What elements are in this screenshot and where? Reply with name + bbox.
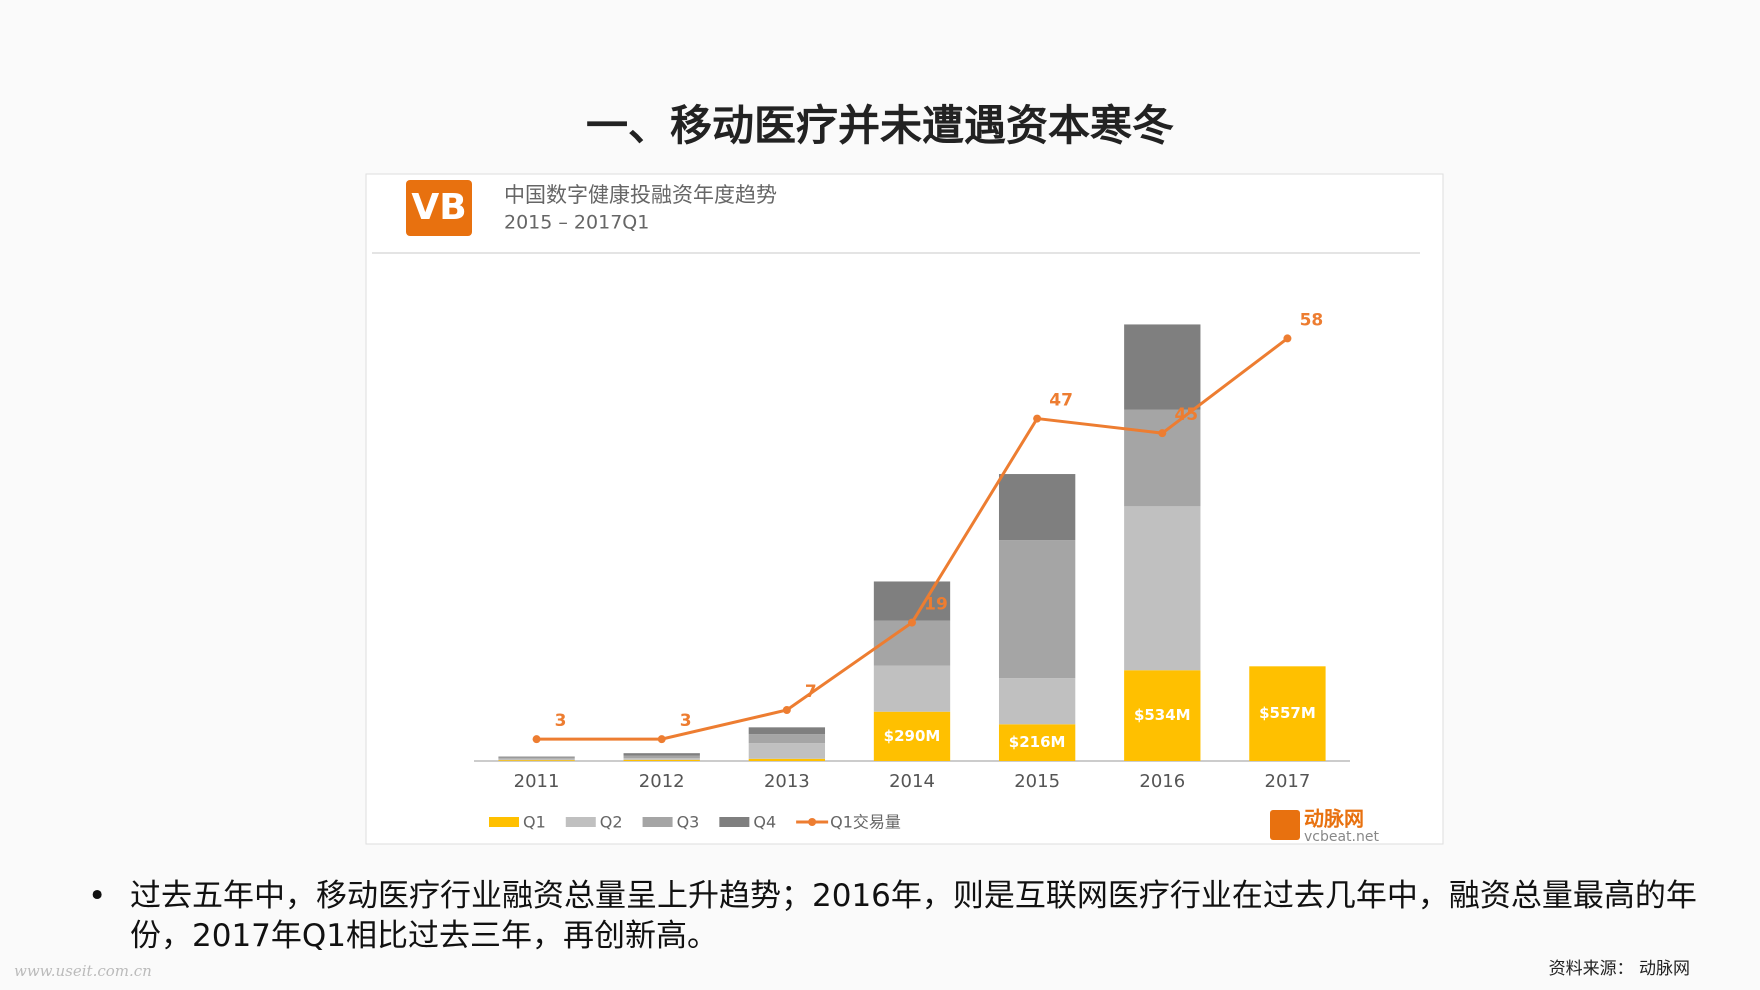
line-label: 19 bbox=[924, 595, 948, 615]
logo-box bbox=[406, 180, 472, 236]
bar-segment bbox=[498, 760, 575, 761]
bar-segment bbox=[623, 758, 700, 760]
source: 资料来源： 动脉网 bbox=[1548, 959, 1690, 979]
brand: 动脉网 bbox=[1304, 807, 1364, 831]
x-tick-label: 2017 bbox=[1265, 771, 1311, 792]
line-label: 45 bbox=[1174, 405, 1198, 425]
chart-subtitle: 2015 – 2017Q1 bbox=[504, 212, 649, 234]
bullet-text: 过去五年中，移动医疗行业融资总量呈上升趋势；2016年，则是互联网医疗行业在过去… bbox=[130, 878, 1697, 954]
chart: VB 中国数字健康投融资年度趋势 2015 – 2017Q1 动脉网 vcbea… bbox=[365, 173, 1444, 845]
bar-segment bbox=[1249, 666, 1326, 761]
x-tick-label: 2011 bbox=[514, 771, 560, 792]
chart-title: 中国数字健康投融资年度趋势 bbox=[504, 183, 777, 207]
brand-url: vcbeat.net bbox=[1304, 829, 1379, 845]
bar-label: $216M bbox=[1009, 733, 1066, 751]
legend-label: Q2 bbox=[600, 813, 623, 832]
legend-swatch bbox=[489, 817, 519, 827]
bar-segment bbox=[1124, 324, 1201, 410]
legend-label: Q3 bbox=[677, 813, 700, 832]
x-tick-label: 2015 bbox=[1014, 771, 1060, 792]
bar-segment bbox=[498, 758, 575, 761]
x-tick-label: 2014 bbox=[889, 771, 935, 792]
bar-segment bbox=[748, 758, 826, 761]
line-label: 58 bbox=[1300, 310, 1324, 330]
line-point bbox=[657, 735, 666, 744]
x-tick-label: 2013 bbox=[764, 771, 810, 792]
line-label: 3 bbox=[680, 711, 692, 731]
bar-segment bbox=[623, 755, 700, 759]
bar-segment bbox=[748, 743, 826, 759]
bar-segment bbox=[998, 724, 1076, 761]
bar-segment bbox=[623, 759, 700, 761]
bar-segment bbox=[748, 727, 826, 735]
legend-swatch bbox=[642, 817, 673, 827]
bar-label: $290M bbox=[884, 727, 941, 745]
bar-label: $557M bbox=[1259, 704, 1316, 722]
bar-segment bbox=[1124, 506, 1201, 671]
bar-segment bbox=[873, 581, 951, 621]
bar-label: $534M bbox=[1134, 706, 1191, 724]
line-label: 7 bbox=[805, 682, 817, 702]
logo: VB bbox=[411, 187, 466, 228]
bar-segment bbox=[998, 540, 1076, 679]
legend-label: Q1交易量 bbox=[830, 813, 901, 832]
bar-segment bbox=[498, 756, 575, 758]
bar-segment bbox=[873, 620, 951, 666]
legend-swatch bbox=[808, 818, 817, 826]
bar-segment bbox=[498, 757, 575, 759]
bullet: • 过去五年中，移动医疗行业融资总量呈上升趋势；2016年，则是互联网医疗行业在过… bbox=[88, 876, 1698, 956]
bar-segment bbox=[623, 753, 700, 756]
line-point bbox=[1158, 429, 1167, 438]
legend-swatch bbox=[719, 817, 750, 827]
line-point bbox=[1033, 414, 1042, 423]
slide-title: 一、移动医疗并未遭遇资本寒冬 bbox=[585, 101, 1174, 150]
x-tick-label: 2016 bbox=[1139, 771, 1185, 792]
bar-segment bbox=[748, 734, 826, 744]
line-point bbox=[532, 735, 541, 744]
x-tick-label: 2012 bbox=[639, 771, 685, 792]
line-label: 3 bbox=[555, 711, 567, 731]
line-point bbox=[908, 618, 916, 627]
legend-swatch bbox=[565, 817, 596, 827]
watermark: www.useit.com.cn bbox=[14, 962, 152, 980]
line-point bbox=[1283, 334, 1292, 343]
line-label: 47 bbox=[1049, 391, 1073, 411]
legend-label: Q1 bbox=[523, 813, 546, 832]
bar-segment bbox=[1124, 670, 1201, 761]
bar-segment bbox=[1124, 409, 1201, 507]
bar-segment bbox=[998, 678, 1076, 725]
bar-segment bbox=[998, 474, 1076, 541]
bullet-dot: • bbox=[88, 878, 107, 914]
legend-label: Q4 bbox=[753, 813, 776, 832]
bar-segment bbox=[873, 711, 951, 761]
line-point bbox=[782, 706, 791, 714]
brand-logo bbox=[1270, 810, 1300, 840]
bar-segment bbox=[873, 665, 951, 712]
